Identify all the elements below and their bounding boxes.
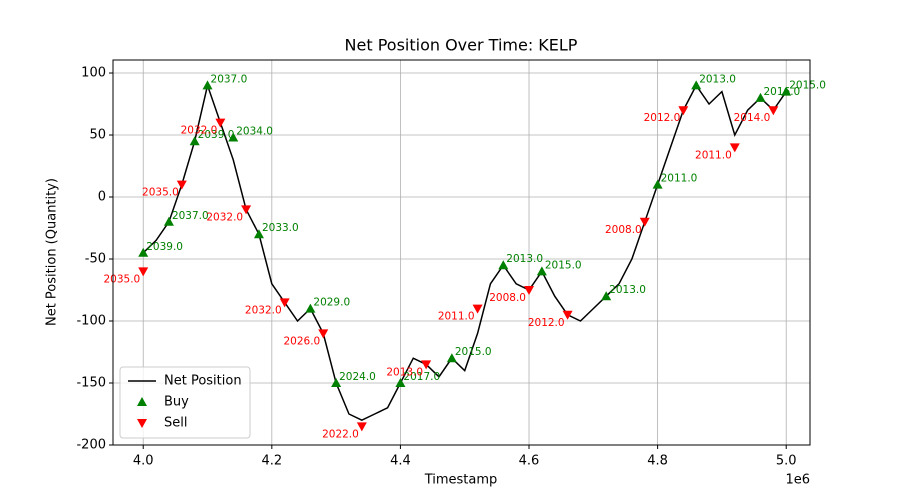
buy-marker xyxy=(601,291,612,301)
sell-marker xyxy=(729,143,740,153)
sell-marker xyxy=(524,286,535,296)
buy-label: 2013.0 xyxy=(699,73,736,85)
buy-label: 2037.0 xyxy=(211,73,248,85)
legend-box xyxy=(119,366,251,439)
buy-label: 2011.0 xyxy=(661,173,698,185)
sell-label: 2032.0 xyxy=(245,304,282,316)
sell-label: 2012.0 xyxy=(528,317,565,329)
y-tick-label: 0 xyxy=(98,190,106,205)
sell-label: 2032.0 xyxy=(206,211,243,223)
buy-marker xyxy=(691,80,702,90)
sell-marker xyxy=(768,106,779,116)
buy-label: 2039.0 xyxy=(146,241,183,253)
x-tick-label: 4.8 xyxy=(647,454,668,469)
y-tick-label: -50 xyxy=(85,252,106,267)
y-axis-label: Net Position (Quantity) xyxy=(45,178,60,326)
sell-marker xyxy=(176,180,187,190)
buy-label: 2015.0 xyxy=(789,80,826,92)
x-tick-label: 4.0 xyxy=(133,454,154,469)
legend-marker xyxy=(137,419,147,428)
buy-label: 2017.0 xyxy=(403,371,440,383)
buy-label: 2015.0 xyxy=(545,259,582,271)
net-position-line xyxy=(142,82,787,422)
sell-marker xyxy=(279,298,290,308)
buy-label: 2024.0 xyxy=(339,371,376,383)
buy-label: 2015.0 xyxy=(455,346,492,358)
legend-marker xyxy=(137,397,147,406)
x-axis-label: Timestamp xyxy=(424,473,498,488)
buy-label: 2013.0 xyxy=(506,253,543,265)
sell-marker xyxy=(639,217,650,227)
sell-marker xyxy=(356,422,367,432)
buy-marker xyxy=(781,86,792,96)
y-tick-label: -150 xyxy=(76,376,106,391)
y-tick-label: 50 xyxy=(89,128,106,143)
buy-label: 2033.0 xyxy=(262,222,299,234)
buy-marker xyxy=(536,266,547,276)
sell-marker xyxy=(562,310,573,320)
sell-marker xyxy=(318,329,329,339)
sell-label: 2035.0 xyxy=(142,187,179,199)
x-tick-label: 5.0 xyxy=(776,454,797,469)
sell-label: 2011.0 xyxy=(695,149,732,161)
buy-label: 2037.0 xyxy=(172,210,209,222)
y-tick-label: -100 xyxy=(76,314,106,329)
buy-marker xyxy=(305,303,316,313)
legend-label: Sell xyxy=(164,416,187,431)
buy-label: 2013.0 xyxy=(609,284,646,296)
buy-label: 2039.0 xyxy=(198,129,235,141)
buy-label: 2034.0 xyxy=(236,125,273,137)
x-tick-label: 4.4 xyxy=(390,454,411,469)
legend: Net Position Buy Sell xyxy=(119,366,251,439)
buy-marker xyxy=(395,378,406,388)
buy-marker xyxy=(202,80,213,90)
x-tick-label: 4.6 xyxy=(519,454,540,469)
sell-marker xyxy=(138,267,149,277)
buy-marker xyxy=(331,378,342,388)
plot-frame xyxy=(112,59,811,446)
buy-marker xyxy=(755,92,766,102)
sell-label: 2026.0 xyxy=(284,335,321,347)
buy-marker xyxy=(138,247,149,257)
buy-marker xyxy=(498,260,509,270)
sell-marker xyxy=(215,118,226,128)
buy-label: 2029.0 xyxy=(313,297,350,309)
sell-label: 2011.0 xyxy=(438,311,475,323)
buy-label: 2016.0 xyxy=(763,86,800,98)
sell-marker xyxy=(241,205,252,215)
y-tick-label: 100 xyxy=(81,66,106,81)
sell-label: 2022.0 xyxy=(322,428,359,440)
sell-label: 2035.0 xyxy=(103,273,140,285)
sell-label: 2012.0 xyxy=(644,112,681,124)
sell-label: 2032.0 xyxy=(181,125,218,137)
buy-marker xyxy=(228,132,239,142)
sell-label: 2013.0 xyxy=(386,366,423,378)
buy-marker xyxy=(189,136,200,146)
y-tick-label: -200 xyxy=(76,438,106,453)
sell-marker xyxy=(472,304,483,314)
buy-marker xyxy=(446,353,457,363)
legend-label: Net Position xyxy=(164,374,242,389)
buy-marker xyxy=(253,229,264,239)
x-tick-label: 4.2 xyxy=(261,454,282,469)
sell-marker xyxy=(678,106,689,116)
chart-title: Net Position Over Time: KELP xyxy=(345,36,578,55)
sell-marker xyxy=(421,360,432,370)
sell-label: 2008.0 xyxy=(605,224,642,236)
x-offset-label: 1e6 xyxy=(785,473,810,488)
sell-label: 2008.0 xyxy=(489,292,526,304)
buy-marker xyxy=(163,216,174,226)
sell-label: 2014.0 xyxy=(734,112,771,124)
legend-label: Buy xyxy=(164,395,189,410)
buy-marker xyxy=(652,179,663,189)
